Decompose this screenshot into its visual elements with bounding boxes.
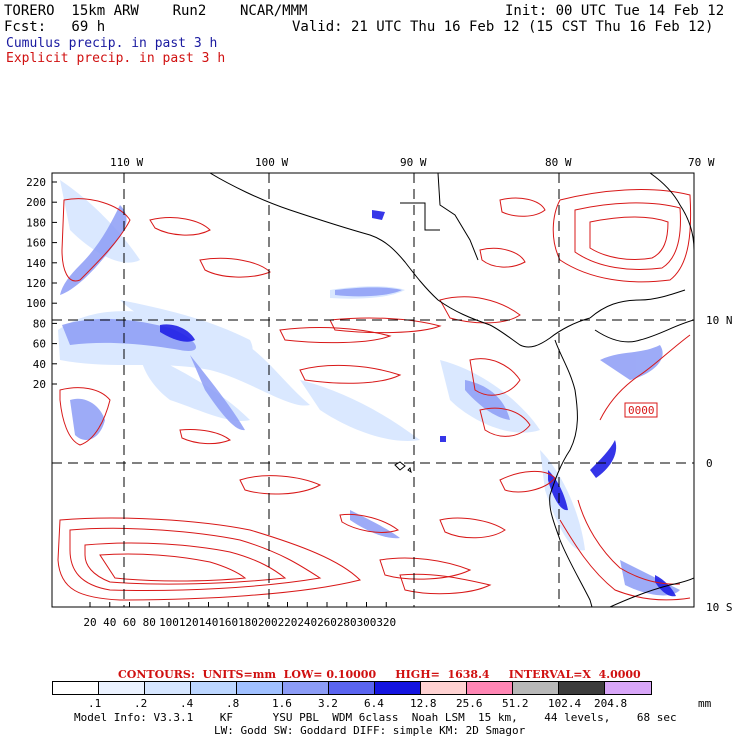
- x-tick-label: 120: [179, 616, 199, 629]
- lat-label-10n: 10 N: [706, 314, 733, 327]
- y-tick-label: 60: [33, 338, 46, 351]
- color-scale-swatch: [559, 682, 605, 694]
- map-value-label: 0000: [628, 404, 655, 417]
- coastlines: [209, 173, 694, 607]
- color-scale-swatch: [53, 682, 99, 694]
- color-scale-level: .8: [226, 697, 240, 710]
- color-scale-level: .4: [180, 697, 194, 710]
- lon-label-110w: 110 W: [110, 156, 143, 169]
- color-scale-level: .1: [88, 697, 102, 710]
- y-tick-label: 80: [33, 317, 46, 330]
- explicit-precip-label: Explicit precip. in past 3 h: [6, 51, 226, 66]
- x-tick-labels: 20 40 60 80 100 120 140 160 180 200 220 240 260 280 30…: [83, 616, 396, 629]
- color-scale-swatch: [145, 682, 191, 694]
- contour-interval: INTERVAL=X 4.0000: [508, 668, 641, 681]
- color-scale-swatch: [605, 682, 651, 694]
- map-border: [51, 172, 695, 608]
- x-tick-label: 20: [83, 616, 96, 629]
- color-scale-swatch: [283, 682, 329, 694]
- color-scale-swatch: [513, 682, 559, 694]
- color-scale-swatch: [191, 682, 237, 694]
- color-scale-unit: mm: [698, 697, 712, 710]
- color-scale-swatch: [467, 682, 513, 694]
- lon-label-80w: 80 W: [545, 156, 572, 169]
- x-tick-label: 200: [258, 616, 278, 629]
- precip-fields: [58, 180, 680, 597]
- color-scale-level: 3.2: [318, 697, 338, 710]
- color-scale-level: 6.4: [364, 697, 384, 710]
- color-scale-level: 102.4: [548, 697, 582, 710]
- lon-label-70w: 70 W: [688, 156, 715, 169]
- color-scale-swatch: [237, 682, 283, 694]
- x-tick-label: 260: [317, 616, 337, 629]
- color-scale-level: .2: [134, 697, 148, 710]
- x-tick-label: 100: [159, 616, 179, 629]
- x-tick-label: 240: [297, 616, 317, 629]
- color-scale-level: 1.6: [272, 697, 292, 710]
- x-tick-label: 220: [278, 616, 298, 629]
- y-tick-label: 40: [33, 358, 46, 371]
- y-tick-label: 160: [26, 237, 46, 250]
- color-scale-swatch: [329, 682, 375, 694]
- color-scale-level: 12.8: [410, 697, 437, 710]
- x-tick-label: 80: [143, 616, 156, 629]
- color-scale-level: 25.6: [456, 697, 483, 710]
- lat-label-0: 0: [706, 457, 713, 470]
- x-tick-label: 320: [376, 616, 396, 629]
- contour-units: CONTOURS: UNITS=mm LOW= 0.10000: [118, 668, 377, 681]
- physics-info: LW: Godd SW: Goddard DIFF: simple KM: 2D…: [214, 724, 526, 737]
- model-info: Model Info: V3.3.1 KF YSU PBL WDM 6class…: [74, 711, 677, 724]
- color-scale-level: 51.2: [502, 697, 529, 710]
- color-scale-level: 204.8: [594, 697, 628, 710]
- y-tick-label: 120: [26, 277, 46, 290]
- graticule: [52, 173, 694, 607]
- explicit-precip-contours: [57, 189, 692, 601]
- lon-label-100w: 100 W: [255, 156, 288, 169]
- color-scale-swatch: [421, 682, 467, 694]
- y-tick-label: 140: [26, 257, 46, 270]
- color-scale-swatch: [99, 682, 145, 694]
- x-tick-label: 280: [337, 616, 357, 629]
- y-tick-label: 220: [26, 176, 46, 189]
- color-scale-swatch: [375, 682, 421, 694]
- x-tick-label: 160: [218, 616, 238, 629]
- x-tick-label: 300: [357, 616, 377, 629]
- init-time: Init: 00 UTC Tue 14 Feb 12: [505, 3, 725, 19]
- lat-label-10s: 10 S: [706, 601, 733, 614]
- lon-label-90w: 90 W: [400, 156, 427, 169]
- color-scale-bar: [52, 681, 652, 695]
- y-tick-label: 180: [26, 216, 46, 229]
- x-tick-label: 180: [238, 616, 258, 629]
- y-tick-label: 20: [33, 378, 46, 391]
- cumulus-precip-label: Cumulus precip. in past 3 h: [6, 36, 218, 51]
- y-tick-label: 100: [26, 297, 46, 310]
- x-tick-label: 140: [199, 616, 219, 629]
- x-tick-label: 60: [123, 616, 136, 629]
- contour-info: CONTOURS: UNITS=mm LOW= 0.10000 HIGH= 16…: [118, 668, 641, 681]
- forecast-hour: Fcst: 69 h: [4, 19, 106, 35]
- contour-high: HIGH= 1638.4: [395, 668, 490, 681]
- valid-time: Valid: 21 UTC Thu 16 Feb 12 (15 CST Thu …: [292, 19, 714, 35]
- y-tick-labels: 220 200 180 160 140 120 100 80 60 40 20: [26, 176, 46, 391]
- axis-ticks: [52, 181, 387, 607]
- map-value-box: [624, 402, 658, 418]
- model-run-title: TORERO 15km ARW Run2 NCAR/MMM: [4, 3, 308, 19]
- x-tick-label: 40: [103, 616, 116, 629]
- y-tick-label: 200: [26, 196, 46, 209]
